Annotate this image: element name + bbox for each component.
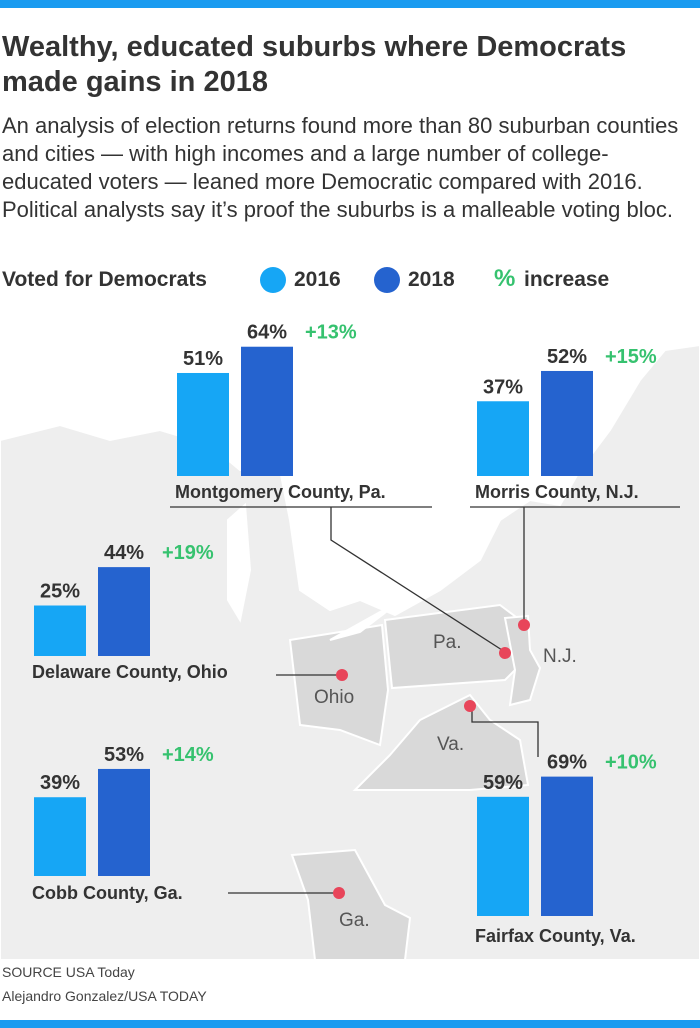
credit-text: Alejandro Gonzalez/USA TODAY	[2, 988, 207, 1004]
county-name-label: Cobb County, Ga.	[32, 883, 183, 903]
county-markers	[333, 619, 530, 899]
top-accent-bar	[0, 0, 700, 8]
increase-label: +15%	[605, 346, 657, 368]
legend-2016-swatch	[260, 267, 286, 293]
source-text: SOURCE USA Today	[2, 964, 135, 980]
state-label: N.J.	[543, 646, 577, 667]
value-label-2018: 69%	[547, 752, 587, 774]
value-label-2018: 44%	[104, 542, 144, 564]
county-marker	[518, 619, 530, 631]
page-title: Wealthy, educated suburbs where Democrat…	[2, 31, 627, 98]
bar-groups: 51% 64% +13% Montgomery County, Pa. 37% 52% +1…	[32, 322, 680, 946]
county-name-label: Delaware County, Ohio	[32, 662, 228, 682]
county-bar-group: 59% 69% +10% Fairfax County, Va.	[475, 752, 657, 946]
value-label-2018: 64%	[247, 322, 287, 344]
increase-label: +14%	[162, 744, 214, 766]
connector-line	[330, 507, 503, 651]
state-label: Ohio	[314, 687, 354, 708]
value-label-2016: 51%	[183, 348, 223, 370]
bar-2018	[541, 370, 593, 476]
bar-2016	[477, 401, 529, 476]
bar-2016	[34, 797, 86, 876]
county-bar-group: 37% 52% +15% Morris County, N.J.	[470, 346, 680, 508]
legend-2018-swatch	[374, 267, 400, 293]
bar-2018	[541, 776, 593, 916]
county-name-label: Fairfax County, Va.	[475, 926, 636, 946]
county-marker	[499, 647, 511, 659]
county-bar-group: 51% 64% +13% Montgomery County, Pa.	[170, 322, 432, 508]
increase-label: +19%	[162, 542, 214, 564]
page-subtitle: An analysis of election returns found mo…	[2, 113, 679, 222]
county-marker	[464, 700, 476, 712]
legend-increase-label: increase	[524, 268, 610, 291]
bar-2018	[241, 346, 293, 476]
value-label-2016: 39%	[40, 772, 80, 794]
map-chart: Pa. N.J. Ohio Va. Ga. 51% 64% +13% Montgomery C…	[0, 322, 700, 960]
value-label-2016: 25%	[40, 581, 80, 603]
value-label-2016: 37%	[483, 376, 523, 398]
bottom-accent-bar	[0, 1020, 700, 1028]
state-label: Ga.	[339, 910, 370, 931]
value-label-2018: 52%	[547, 346, 587, 368]
bar-2016	[34, 605, 86, 656]
increase-label: +10%	[605, 752, 657, 774]
legend-2018-label: 2018	[408, 268, 455, 291]
county-marker	[333, 887, 345, 899]
legend-increase-symbol: %	[494, 265, 516, 292]
map-state-labels: Pa. N.J. Ohio Va. Ga.	[314, 632, 577, 931]
bar-2018	[98, 567, 150, 656]
county-name-label: Morris County, N.J.	[475, 482, 639, 502]
map-ga-shape	[290, 848, 412, 960]
map-lake-erie	[329, 604, 396, 641]
connector-lines	[228, 507, 539, 894]
bar-2016	[177, 372, 229, 476]
county-bar-group: 39% 53% +14% Cobb County, Ga.	[32, 744, 214, 903]
bar-2018	[98, 768, 150, 876]
county-bar-group: 25% 44% +19% Delaware County, Ohio	[32, 542, 228, 682]
state-label: Va.	[437, 734, 464, 755]
value-label-2018: 53%	[104, 744, 144, 766]
legend-label: Voted for Democrats	[2, 268, 207, 291]
bar-2016	[477, 796, 529, 916]
legend-2016-label: 2016	[294, 268, 341, 291]
connector-line	[471, 710, 539, 757]
county-name-label: Montgomery County, Pa.	[175, 482, 386, 502]
increase-label: +13%	[305, 322, 357, 344]
map-va-shape	[352, 693, 530, 791]
county-marker	[336, 669, 348, 681]
value-label-2016: 59%	[483, 772, 523, 794]
state-label: Pa.	[433, 632, 462, 653]
